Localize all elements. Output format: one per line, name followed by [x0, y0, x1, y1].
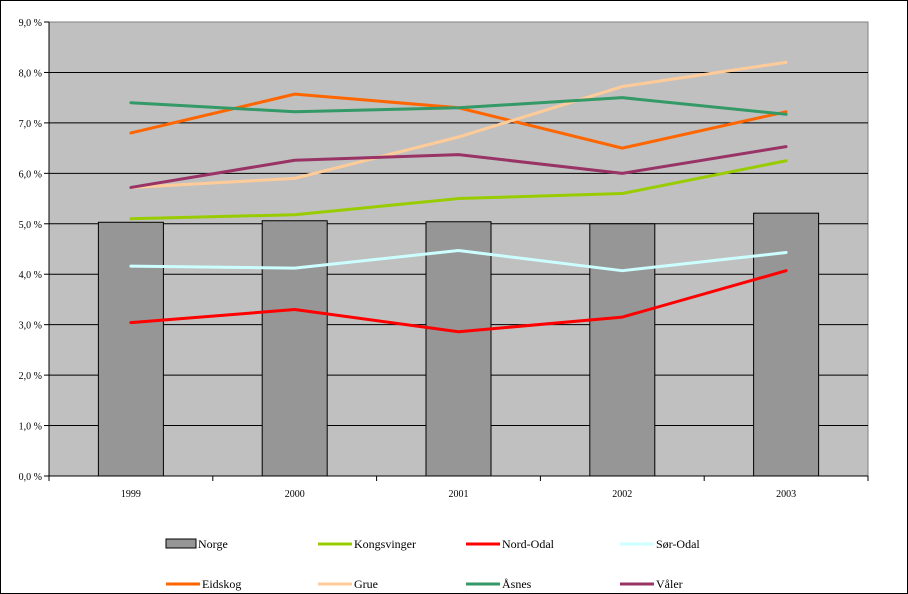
legend-swatch-bar [165, 538, 197, 549]
y-tick-label: 3,0 % [19, 321, 42, 332]
y-tick-label: 5,0 % [19, 220, 42, 231]
line-sør-odal [129, 249, 788, 273]
legend-label: Våler [656, 577, 683, 591]
line-nord-odal [129, 269, 788, 334]
bar-norge [261, 220, 328, 477]
y-tick-label: 8,0 % [19, 68, 42, 79]
line-grue [129, 60, 788, 189]
y-tick-label: 4,0 % [19, 270, 42, 281]
bar-norge [753, 212, 820, 477]
y-tick-label: 9,0 % [19, 18, 42, 29]
x-tick-label: 2000 [285, 489, 305, 500]
bar-norge [589, 223, 656, 477]
y-tick-label: 7,0 % [19, 119, 42, 130]
legend-label: Kongsvinger [354, 537, 416, 551]
bar-series [97, 212, 820, 477]
line-åsnes [129, 96, 788, 116]
y-tick-label: 0,0 % [19, 472, 42, 483]
legend: Norge Kongsvinger Nord-Odal Sør-Odal Eidskog… [165, 537, 700, 591]
x-tick-label: 2002 [612, 489, 632, 500]
y-tick-label: 6,0 % [19, 169, 42, 180]
legend-label: Nord-Odal [502, 537, 555, 551]
x-tick-label: 2001 [449, 489, 469, 500]
y-axis: 0,0 % 1,0 % 2,0 % 3,0 % 4,0 % 5,0 % 6,0 % 7,0 %… [19, 18, 50, 483]
legend-label: Åsnes [502, 577, 532, 591]
legend-label: Grue [354, 577, 378, 591]
y-tick-label: 1,0 % [19, 422, 42, 433]
bar-norge [97, 221, 164, 477]
line-kongsvinger [129, 159, 788, 221]
x-tick-label: 2003 [776, 489, 796, 500]
x-tick-label: 1999 [121, 489, 141, 500]
line-våler [129, 145, 788, 189]
y-tick-label: 2,0 % [19, 371, 42, 382]
x-axis: 1999 2000 2001 2002 2003 [48, 475, 869, 500]
legend-label: Sør-Odal [656, 537, 700, 551]
legend-label: Eidskog [202, 577, 241, 591]
line-series [129, 60, 788, 334]
legend-label: Norge [198, 537, 228, 551]
bar-norge [425, 221, 492, 477]
